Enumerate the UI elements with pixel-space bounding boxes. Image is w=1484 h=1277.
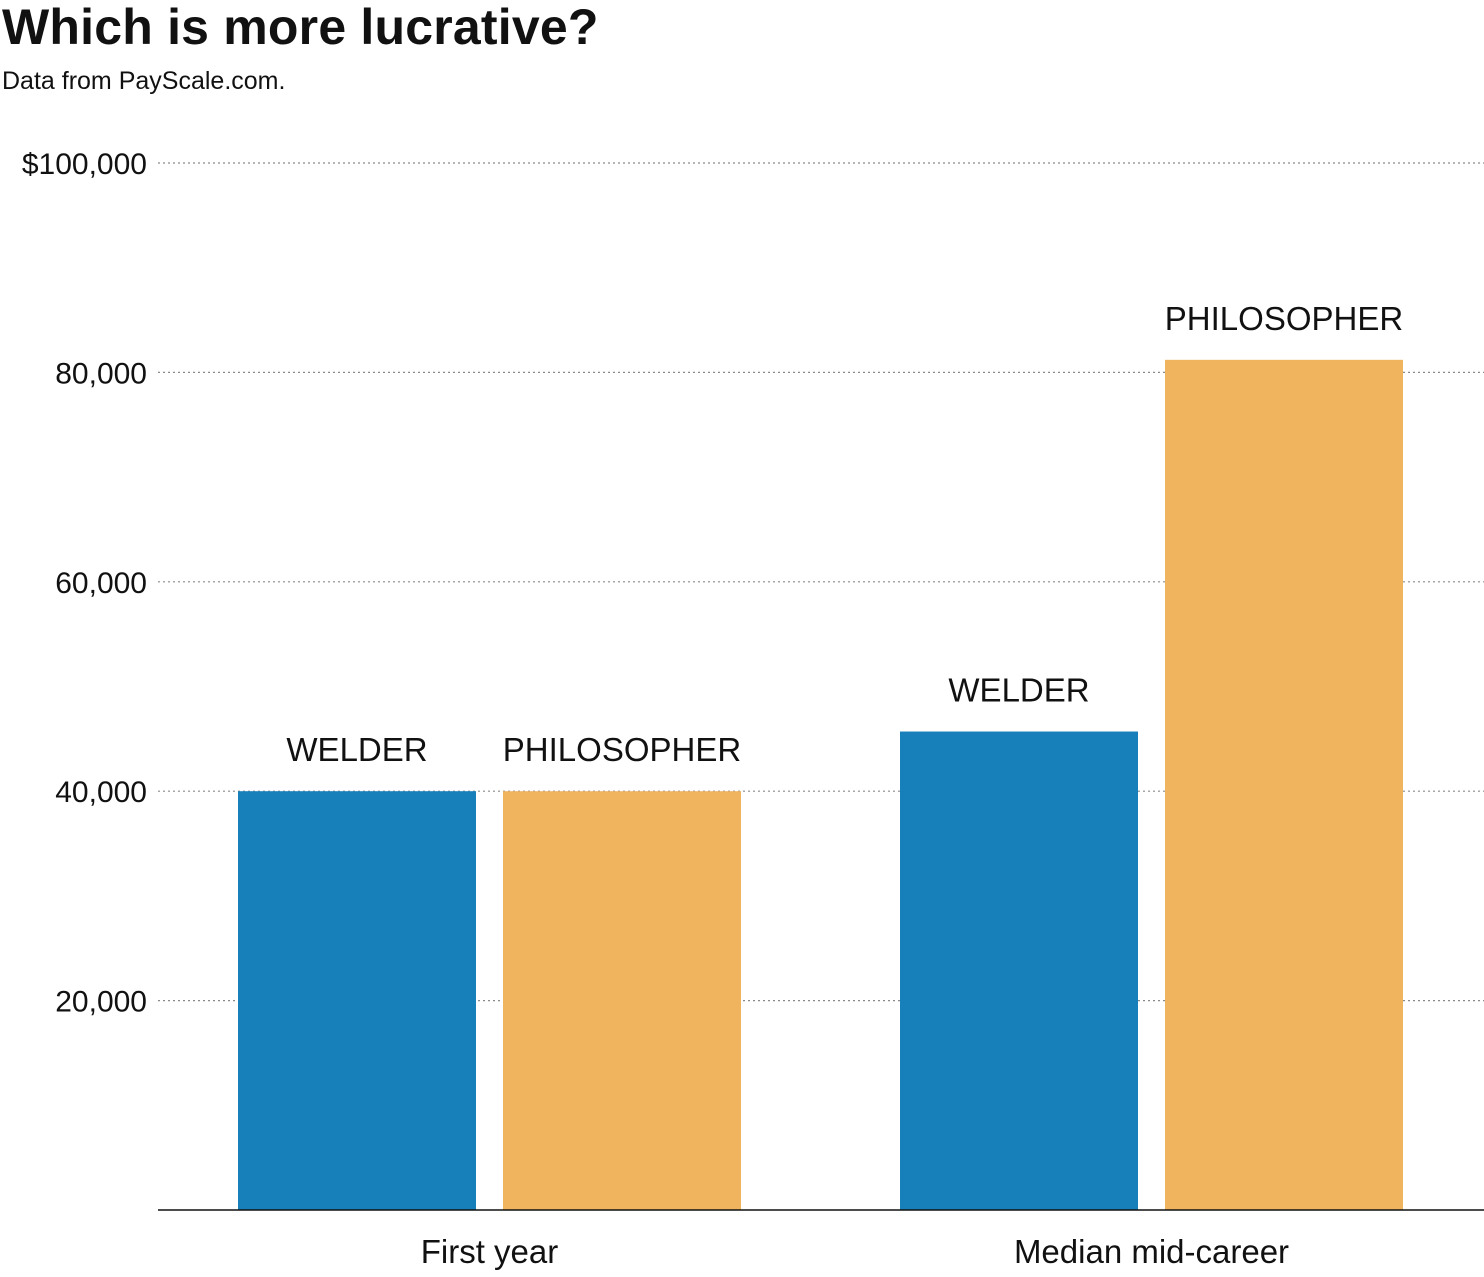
bar-label: WELDER <box>286 731 427 768</box>
category-label: First year <box>421 1233 559 1270</box>
category-labels: First year Median mid-career <box>421 1233 1289 1270</box>
bar-label: WELDER <box>948 672 1089 709</box>
bar-philosopher-1 <box>503 791 741 1210</box>
bars <box>238 359 1403 1210</box>
y-axis-ticks: 20,000 40,000 60,000 80,000 $100,000 <box>22 148 147 1019</box>
bar-philosopher-2 <box>1165 359 1403 1210</box>
chart-title: Which is more lucrative? <box>2 0 599 55</box>
bar-label: PHILOSOPHER <box>503 731 741 768</box>
y-tick-label: 60,000 <box>55 567 147 600</box>
y-tick-label: $100,000 <box>22 148 147 181</box>
category-label: Median mid-career <box>1014 1233 1289 1270</box>
chart-subtitle: Data from PayScale.com. <box>2 67 286 95</box>
bar-labels: WELDER PHILOSOPHER WELDER PHILOSOPHER <box>286 300 1403 768</box>
y-tick-label: 80,000 <box>55 357 147 390</box>
y-tick-label: 40,000 <box>55 776 147 809</box>
bar-welder-1 <box>238 791 476 1210</box>
bar-label: PHILOSOPHER <box>1165 300 1403 337</box>
bar-welder-2 <box>900 731 1138 1210</box>
y-tick-label: 20,000 <box>55 986 147 1019</box>
